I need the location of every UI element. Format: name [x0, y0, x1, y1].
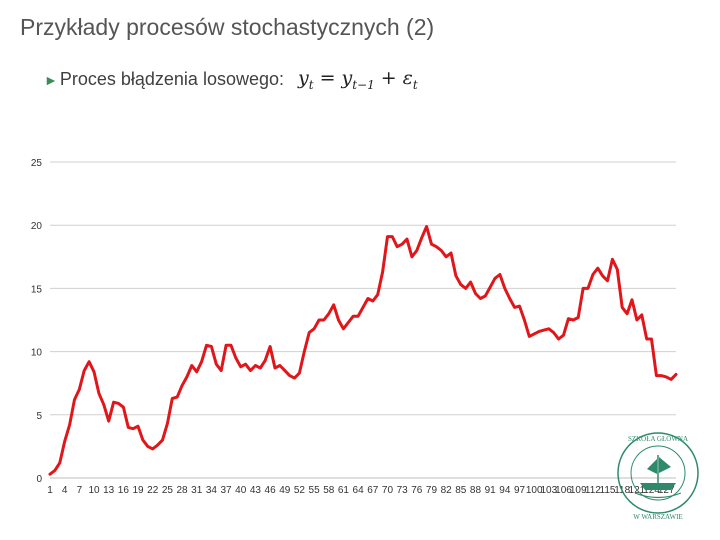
x-tick-label: 97 — [514, 485, 526, 496]
formula-rhs2: ε — [402, 67, 413, 89]
series-line — [48, 225, 678, 476]
y-tick-label: 10 — [31, 348, 43, 359]
slide-title: Przykłady procesów stochastycznych (2) — [20, 14, 435, 40]
formula-lhs: y — [298, 67, 309, 89]
x-tick-label: 124 — [643, 485, 660, 496]
x-tick-label: 16 — [118, 485, 130, 496]
x-tick-label: 55 — [309, 485, 321, 496]
x-tick-label: 127 — [658, 485, 675, 496]
x-tick-label: 73 — [397, 485, 409, 496]
bullet-arrow-icon: ► — [44, 71, 58, 88]
x-tick-label: 100 — [526, 485, 543, 496]
x-tick-label: 91 — [485, 485, 497, 496]
x-tick-label: 82 — [441, 485, 453, 496]
x-tick-label: 61 — [338, 485, 350, 496]
formula-lhs-sub: t — [308, 78, 314, 92]
x-tick-label: 49 — [279, 485, 291, 496]
logo-lettering-bottom: W WARSZAWIE — [633, 513, 683, 521]
x-tick-label: 43 — [250, 485, 262, 496]
x-tick-label: 115 — [600, 485, 616, 496]
x-tick-label: 40 — [235, 485, 247, 496]
x-tick-label: 10 — [88, 485, 100, 496]
bullet-text: Proces błądzenia losowego: — [59, 69, 284, 89]
x-tick-label: 22 — [147, 485, 159, 496]
x-tick-label: 31 — [191, 485, 203, 496]
x-tick-label: 88 — [470, 485, 482, 496]
x-tick-label: 25 — [162, 485, 174, 496]
y-tick-label: 15 — [31, 284, 43, 295]
x-tick-label: 112 — [585, 485, 601, 496]
x-tick-label: 79 — [426, 485, 438, 496]
chart-gridlines — [50, 161, 676, 479]
x-tick-label: 70 — [382, 485, 394, 496]
formula-rhs1-sub: t−1 — [352, 78, 375, 92]
chart-series — [48, 225, 678, 476]
x-tick-label: 28 — [176, 485, 188, 496]
x-tick-label: 58 — [323, 485, 335, 496]
x-tick-label: 19 — [132, 485, 144, 496]
x-tick-label: 13 — [103, 485, 115, 496]
logo-lettering: SZKOŁA GŁÓWNA — [628, 435, 688, 443]
formula-rhs2-sub: t — [412, 78, 418, 92]
y-tick-label: 25 — [31, 158, 43, 169]
x-tick-label: 4 — [62, 485, 68, 496]
random-walk-formula: yt = yt−1 + εt — [298, 67, 418, 92]
sgh-logo-seal: SZKOŁA GŁÓWNA W WARSZAWIE — [617, 432, 699, 521]
x-tick-label: 7 — [77, 485, 83, 496]
x-tick-label: 85 — [455, 485, 467, 496]
formula-eq: = — [319, 67, 336, 89]
formula-plus: + — [380, 67, 397, 89]
x-tick-label: 52 — [294, 485, 306, 496]
x-tick-label: 106 — [555, 485, 572, 496]
y-tick-label: 0 — [36, 474, 42, 485]
y-tick-label: 5 — [36, 411, 42, 422]
x-tick-label: 109 — [570, 485, 587, 496]
x-tick-label: 34 — [206, 485, 218, 496]
x-tick-label: 1 — [47, 485, 53, 496]
x-tick-label: 67 — [367, 485, 379, 496]
x-tick-label: 46 — [265, 485, 277, 496]
x-tick-label: 64 — [353, 485, 365, 496]
formula-rhs1: y — [341, 67, 353, 89]
x-tick-label: 76 — [411, 485, 423, 496]
x-tick-label: 37 — [221, 485, 233, 496]
x-tick-label: 103 — [541, 485, 558, 496]
x-axis-ticks: 1 4 7 10 13 16 19 22 25 28 31 34 37 40 43 46 49 52 55 58 61 6… — [47, 485, 675, 496]
x-tick-label: 94 — [499, 485, 511, 496]
y-axis-ticks: 0 5 10 15 20 25 — [31, 158, 43, 485]
bullet-item: ► Proces błądzenia losowego: yt = yt−1 + εt — [44, 67, 418, 92]
y-tick-label: 20 — [31, 221, 43, 232]
